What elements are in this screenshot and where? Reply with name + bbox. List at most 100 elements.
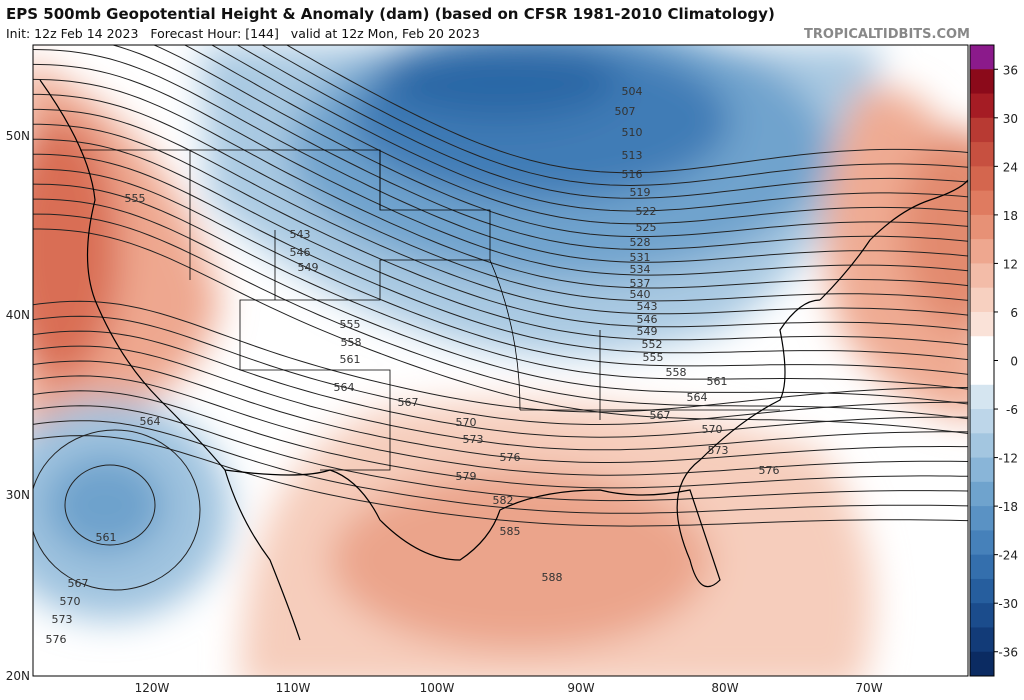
contour-label: 558 [666,366,687,379]
longitude-label: 80W [711,681,738,695]
colorbar-band [970,69,994,95]
contour-line [33,63,968,276]
contour-label: 540 [630,288,651,301]
contour-label: 510 [622,126,643,139]
contour-label: 537 [630,277,651,290]
colorbar-tick-label: 24 [1003,160,1018,174]
colorbar-band [970,93,994,119]
contour-label: 576 [759,464,780,477]
colorbar-tick-label: 6 [1010,306,1018,320]
colorbar-band [970,287,994,313]
height-contours [33,45,968,591]
map-frame [32,44,969,677]
contour-label: 546 [637,313,658,326]
colorbar-band [970,457,994,483]
contour-label: 504 [622,85,643,98]
colorbar-band [970,45,994,70]
contour-label: 561 [96,531,117,544]
longitude-label: 100W [420,681,455,695]
colorbar: 36 30 24 18 12 6 0 -6 -12 -18 -24 -30 -36 [969,44,1018,677]
colorbar-band [970,627,994,653]
contour-label: 507 [615,105,636,118]
contour-line [33,183,968,390]
contour-label: 582 [493,494,514,507]
contour-label: 564 [334,381,355,394]
latitude-label: 50N [6,129,30,143]
watermark: TROPICALTIDBITS.COM [804,27,970,42]
contour-label: 570 [456,416,477,429]
contour-label: 564 [687,391,708,404]
anomaly-field [33,45,968,676]
contour-line [33,78,968,289]
contour-label: 534 [630,263,651,276]
contour-label: 576 [500,451,521,464]
contour-label: 516 [622,168,643,181]
contour-label: 555 [643,351,664,364]
contour-line [33,168,968,375]
contour-label: 543 [290,228,311,241]
contour-line [210,45,968,212]
colorbar-band [970,433,994,459]
colorbar-tick-label: -12 [998,452,1018,466]
colorbar-band [970,190,994,216]
contour-line [33,345,968,451]
colorbar-band [970,578,994,604]
colorbar-band [970,554,994,580]
contour-line [33,405,968,502]
contour-label: 555 [340,318,361,331]
colorbar-band [970,214,994,240]
colorbar-tick-label: -6 [1006,403,1018,417]
contour-line [33,429,201,591]
contour-line [285,45,968,174]
colorbar-band [970,409,994,434]
contour-line [261,45,968,187]
contour-label: 558 [341,336,362,349]
colorbar-tick-label: 0 [1010,355,1018,369]
contour-line [111,45,968,250]
contour-label: 561 [707,375,728,388]
contour-label: 528 [630,236,651,249]
contour-line [33,93,968,302]
coastlines [39,79,968,641]
colorbar-band [970,336,994,386]
contour-label: 549 [637,325,658,338]
latitude-label: 30N [6,488,30,502]
contour-line [33,330,968,438]
longitude-label: 70W [855,681,882,695]
contour-line [33,49,968,263]
contour-label: 546 [290,246,311,259]
contour-label: 525 [636,221,657,234]
contour-label: 555 [125,192,146,205]
contour-label: 567 [398,396,419,409]
contour-label: 570 [702,423,723,436]
contour-label: 579 [456,470,477,483]
contour-label: 570 [60,595,81,608]
contour-line [183,45,968,225]
contour-label: 564 [140,415,161,428]
contour-label: 576 [46,633,67,646]
contour-label: 573 [52,613,73,626]
contour-line [33,300,968,413]
colorbar-tick-label: 36 [1003,63,1018,77]
contour-label: 513 [622,149,643,162]
contour-label: 588 [542,571,563,584]
contour-line [33,138,968,346]
subtitle: Init: 12z Feb 14 2023 Forecast Hour: [14… [6,26,480,41]
contour-label: 519 [630,186,651,199]
contour-label: 567 [650,409,671,422]
colorbar-band [970,384,994,410]
colorbar-tick-label: 12 [1003,257,1018,271]
contour-line [33,153,968,361]
colorbar-band [970,530,994,556]
contour-line [33,375,968,476]
contour-line [33,435,968,527]
latitude-label: 40N [6,308,30,322]
title: EPS 500mb Geopotential Height & Anomaly … [6,5,775,23]
contour-label: 531 [630,251,651,264]
contour-label: 573 [708,444,729,457]
contour-line [64,464,156,546]
contour-line [33,315,968,425]
contour-label: 549 [298,261,319,274]
